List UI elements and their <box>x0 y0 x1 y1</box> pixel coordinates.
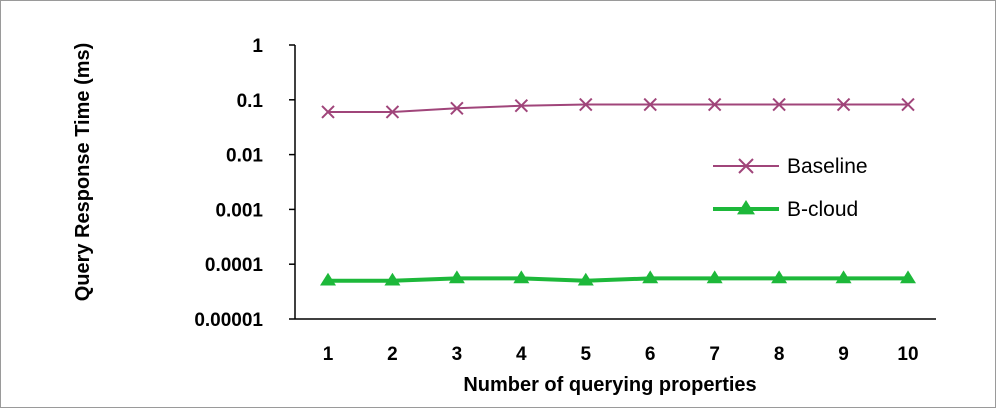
data-point <box>900 270 916 284</box>
data-point <box>384 272 401 286</box>
data-point <box>513 270 530 284</box>
x-tick-label: 5 <box>580 344 591 365</box>
data-point <box>450 101 464 115</box>
x-tick-label: 9 <box>838 344 849 365</box>
series-line <box>328 103 908 113</box>
x-tick-label: 4 <box>516 344 527 365</box>
data-point <box>321 105 335 119</box>
x-tick-label: 3 <box>452 344 463 365</box>
data-point <box>771 270 788 284</box>
data-point <box>579 97 593 112</box>
y-tick-label: 1 <box>252 36 263 57</box>
x-tick-label: 1 <box>323 344 334 365</box>
series-layer <box>320 97 916 286</box>
x-tick-label: 2 <box>387 344 398 365</box>
x-tick-labels: 1 2 3 4 5 6 7 8 9 10 <box>323 344 919 365</box>
x-tick-label: 6 <box>645 344 656 365</box>
series-b-cloud <box>320 270 916 286</box>
x-tick-label: 7 <box>709 344 720 365</box>
data-point <box>836 97 851 112</box>
x-axis-title: Number of querying properties <box>463 374 756 396</box>
data-point <box>707 97 722 112</box>
y-tick-label: 0.01 <box>226 146 263 167</box>
data-point <box>577 272 594 286</box>
series-baseline <box>321 97 915 119</box>
y-tick-label: 0.1 <box>237 91 264 112</box>
data-point <box>385 105 400 119</box>
data-point <box>901 97 915 112</box>
data-point <box>642 270 659 284</box>
data-point <box>706 270 723 284</box>
series-line <box>328 276 908 283</box>
legend: Baseline B-cloud <box>713 155 868 221</box>
data-point <box>772 97 786 112</box>
data-point <box>320 272 336 286</box>
y-tick-label: 0.0001 <box>205 255 264 276</box>
y-tick-label: 0.00001 <box>194 310 263 331</box>
y-axis-title: Query Response Time (ms) <box>72 43 94 302</box>
data-point <box>514 99 529 113</box>
x-tick-label: 10 <box>897 344 918 365</box>
legend-marker <box>738 158 754 174</box>
legend-label: Baseline <box>787 155 868 178</box>
legend-marker <box>737 200 755 215</box>
y-tick-labels: 1 0.1 0.01 0.001 0.0001 0.00001 <box>194 36 295 331</box>
y-tick-label: 0.001 <box>215 200 263 221</box>
x-tick-label: 8 <box>774 344 785 365</box>
data-point <box>643 97 657 112</box>
data-point <box>835 270 852 284</box>
legend-label: B-cloud <box>787 198 858 221</box>
data-point <box>448 270 465 284</box>
